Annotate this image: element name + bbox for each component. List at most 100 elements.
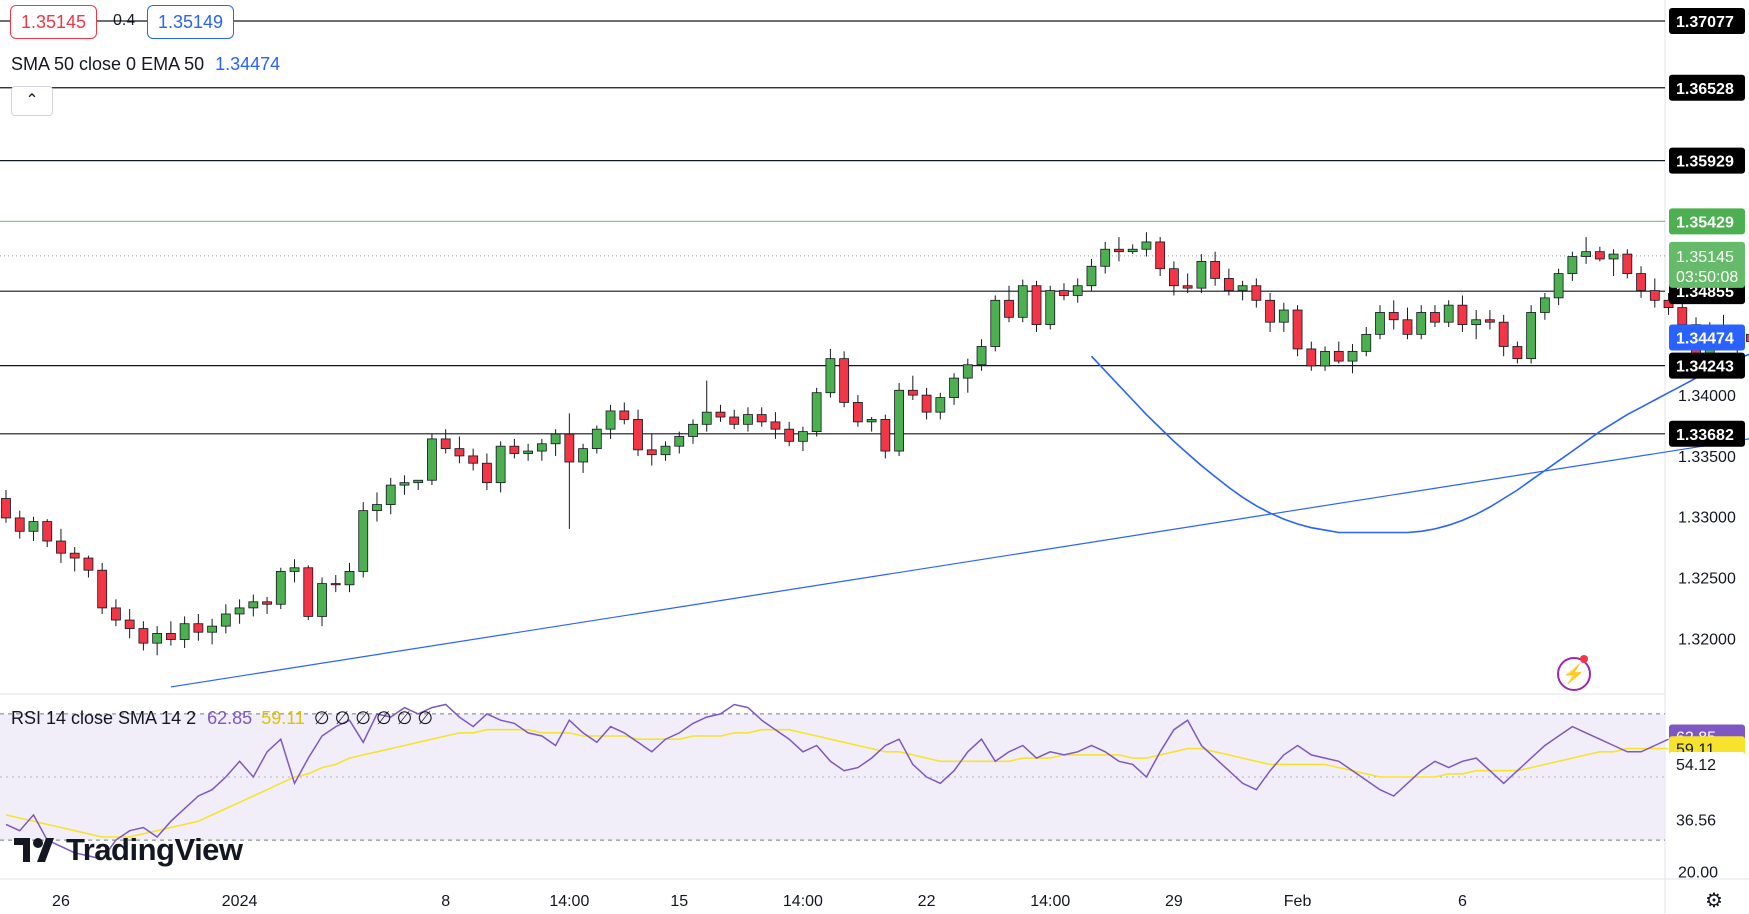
candle-body <box>798 431 808 442</box>
candle-body <box>866 419 877 423</box>
candle-body <box>619 410 630 420</box>
candle-body <box>440 438 451 450</box>
candle-body <box>688 423 698 437</box>
lightning-icon[interactable]: ⚡ <box>1557 657 1591 691</box>
candle-body <box>97 569 108 609</box>
candle-body <box>1210 260 1221 279</box>
candle-body <box>83 557 94 571</box>
candle-body <box>1457 304 1468 326</box>
candle-body <box>344 571 355 586</box>
candle-body <box>701 411 712 425</box>
rsi-tick-label: 20.00 <box>1678 865 1718 882</box>
candle-body <box>468 455 479 464</box>
candle-body <box>1292 309 1303 350</box>
level-label: 1.35429 <box>1676 214 1734 231</box>
candle-body <box>1278 309 1289 323</box>
current-price-label: 1.35145 <box>1676 249 1734 266</box>
candle-body <box>550 433 561 445</box>
candle-body <box>1512 346 1523 360</box>
candle-body <box>605 410 616 430</box>
candle-body <box>111 607 121 621</box>
candle-body <box>578 448 588 463</box>
rsi-value-label-bg <box>1669 807 1745 832</box>
candle-body <box>1375 312 1385 335</box>
candle-body <box>1746 333 1749 343</box>
candle-body <box>1196 260 1207 289</box>
time-tick-label: 15 <box>670 893 688 910</box>
candle-body <box>1333 350 1344 362</box>
candle-body <box>56 540 66 554</box>
candle-body <box>990 299 1001 347</box>
candle-body <box>949 377 959 398</box>
time-tick-label: 2024 <box>222 893 258 910</box>
candle-body <box>715 411 726 418</box>
candle-body <box>1581 251 1591 257</box>
collapse-legend-button[interactable]: ⌃ <box>11 86 53 116</box>
candle-body <box>1553 273 1564 299</box>
candle-body <box>1471 319 1482 326</box>
settings-gear-icon[interactable]: ⚙ <box>1705 890 1723 912</box>
rsi-indicator-legend[interactable]: RSI 14 close SMA 14 2 62.85 59.11 ∅ ∅ ∅ … <box>11 708 433 729</box>
candle-body <box>152 633 163 644</box>
candle-body <box>1443 304 1454 323</box>
rsi-value-label-bg <box>1669 752 1745 777</box>
level-label: 1.34855 <box>1676 284 1734 301</box>
candle-body <box>935 397 946 413</box>
buy-price-button[interactable]: 1.35149 <box>147 5 235 39</box>
level-label: 1.33682 <box>1676 427 1734 444</box>
candle-body <box>907 389 918 396</box>
candle-body <box>42 521 53 542</box>
candle-body <box>399 482 410 486</box>
candle-body <box>1636 273 1646 291</box>
candle-body <box>1169 268 1179 287</box>
candle-body <box>509 445 520 454</box>
spread-value: 0.4 <box>113 12 136 29</box>
candle-body <box>1526 312 1537 360</box>
ma-indicator-label: SMA 50 close 0 EMA 50 <box>11 54 205 74</box>
time-tick-label: 22 <box>918 893 936 910</box>
candle-body <box>633 419 643 451</box>
time-tick-label: Feb <box>1284 893 1312 910</box>
candle-body <box>1072 285 1083 296</box>
candle-body <box>193 623 204 633</box>
price-tick-label: 1.32000 <box>1678 631 1736 648</box>
candle-body <box>1306 348 1317 367</box>
time-tick-label: 14:00 <box>783 893 823 910</box>
time-tick-label: 8 <box>441 893 450 910</box>
candle-body <box>674 436 685 447</box>
candle-body <box>1416 312 1427 335</box>
level-label-bg <box>1669 352 1745 379</box>
candle-body <box>1114 248 1124 253</box>
rsi-pane[interactable] <box>0 703 1669 860</box>
sell-price-button[interactable]: 1.35145 <box>10 5 98 39</box>
level-label-bg <box>1669 147 1745 174</box>
time-axis[interactable]: 26 2024 8 14:00 15 14:00 22 14:00 29 Feb 6 <box>52 893 1467 910</box>
candle-body <box>962 364 973 379</box>
candle-body <box>1594 251 1605 260</box>
ma-value-label: 1.34474 <box>1676 331 1734 348</box>
time-tick-label: 14:00 <box>549 893 589 910</box>
candle-body <box>743 414 753 425</box>
candle-body <box>454 448 465 457</box>
candle-body <box>262 601 272 605</box>
candle-body <box>1182 285 1193 289</box>
price-axis[interactable]: 1.32000 1.32500 1.33000 1.33500 1.34000 1.370… <box>1669 8 1745 882</box>
tradingview-logo-text: TradingView <box>66 832 243 867</box>
level-label: 1.34243 <box>1676 359 1734 376</box>
candle-body <box>124 619 135 629</box>
candle-body <box>921 394 932 413</box>
candle-body <box>1347 350 1358 362</box>
level-label-bg <box>1669 208 1745 235</box>
candle-body <box>1031 285 1042 326</box>
candle-body <box>1388 312 1399 321</box>
candle-body <box>179 623 190 640</box>
candle-body <box>1498 321 1509 347</box>
trendline <box>170 438 1749 688</box>
ma-indicator-legend[interactable]: SMA 50 close 0 EMA 50 1.34474 <box>11 54 280 75</box>
candle-body <box>976 346 987 366</box>
candle-body <box>165 633 176 640</box>
candle-body <box>1086 265 1097 287</box>
candle-body <box>880 419 891 452</box>
candle-body <box>303 567 314 617</box>
